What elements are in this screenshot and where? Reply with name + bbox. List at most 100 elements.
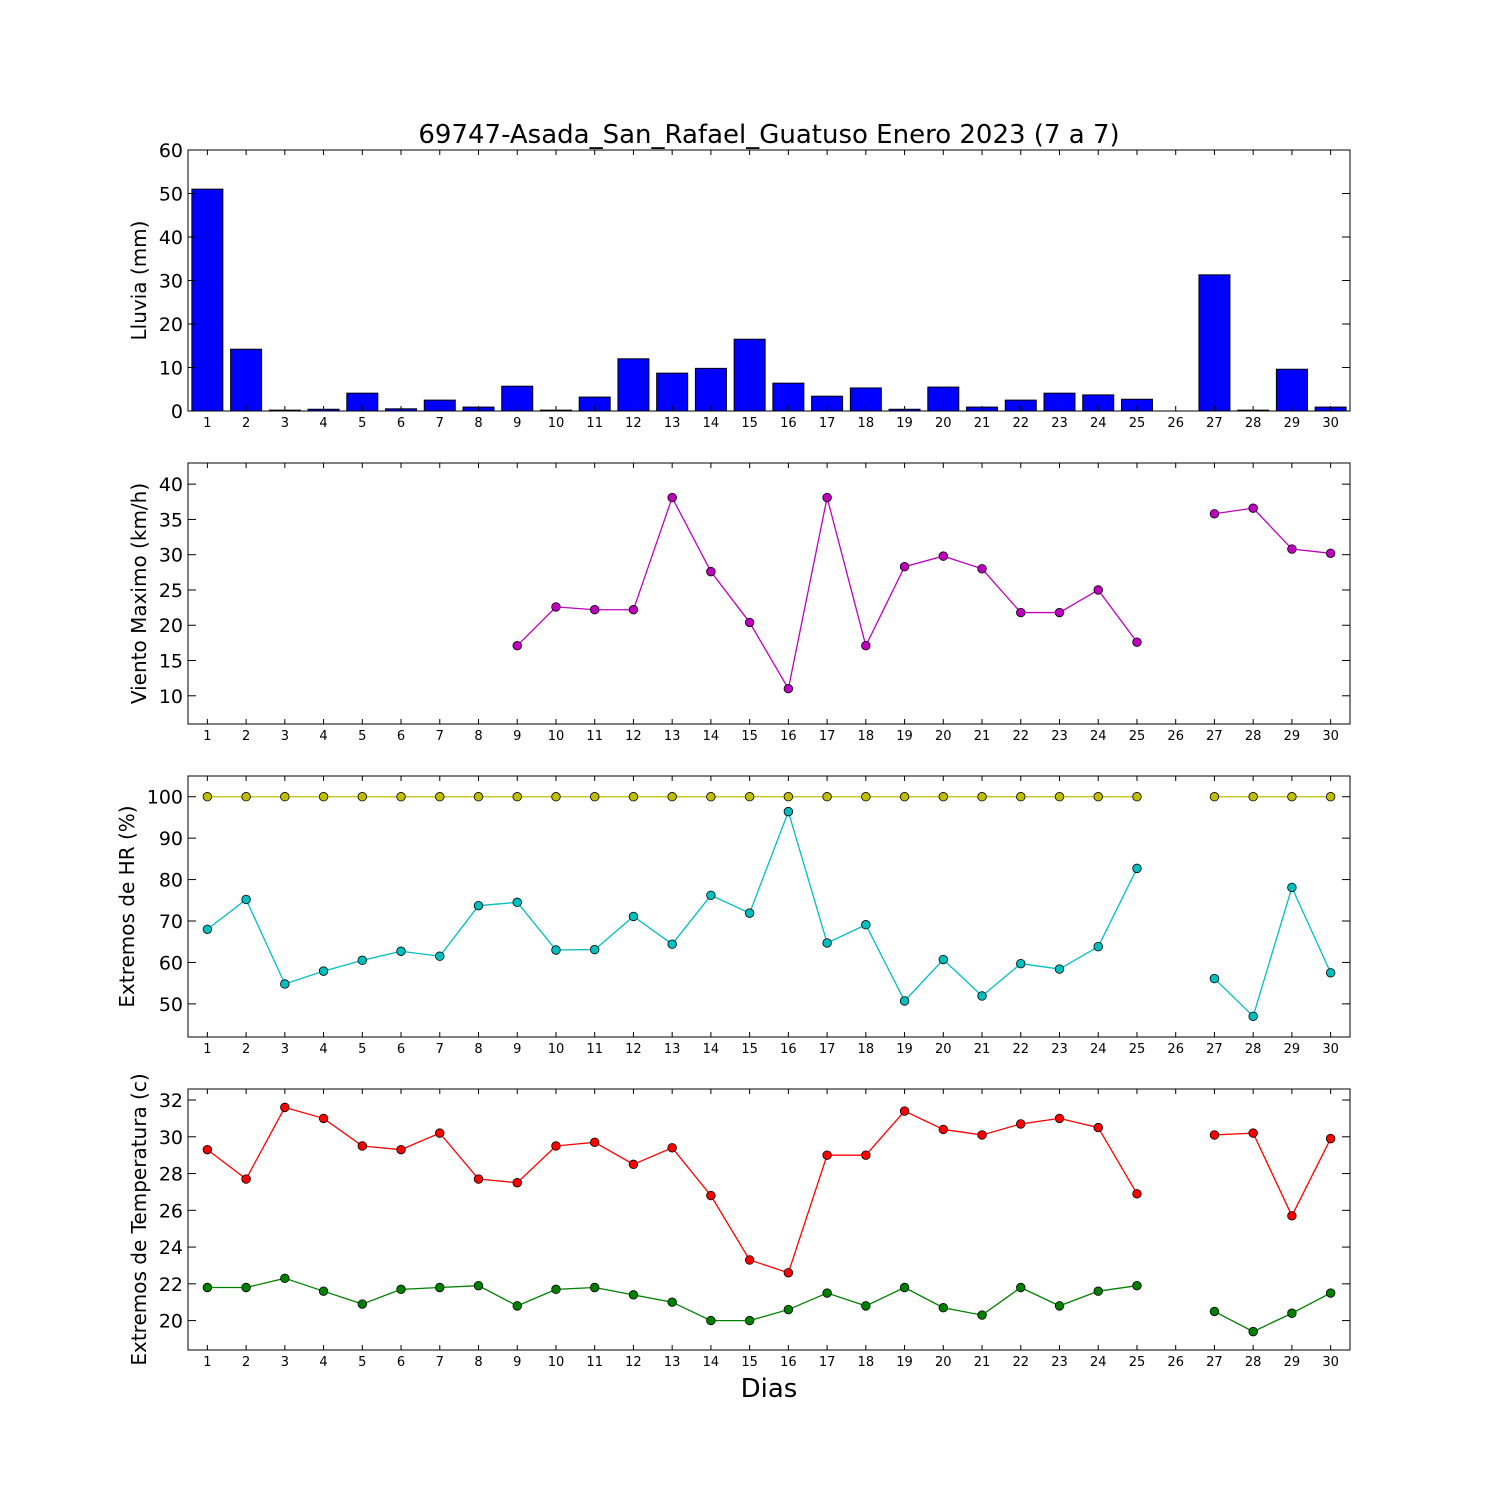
point-temp-0-day-16	[783, 1268, 794, 1278]
xtick-label-lluvia-25: 25	[1129, 416, 1146, 431]
xtick-label-hr-27: 27	[1206, 1042, 1223, 1057]
ytick-label-hr-100: 100	[147, 787, 183, 809]
point-hr-1-day-22	[1016, 958, 1026, 969]
xtick-label-viento-19: 19	[896, 729, 913, 744]
point-temp-1-day-24	[1093, 1286, 1103, 1296]
point-hr-0-day-19	[899, 792, 910, 802]
point-temp-0-day-27	[1209, 1130, 1220, 1140]
ytick-label-lluvia-10: 10	[159, 358, 183, 380]
xtick-label-viento-11: 11	[586, 729, 603, 744]
xtick-label-lluvia-28: 28	[1245, 416, 1262, 431]
point-hr-0-day-29	[1287, 792, 1297, 802]
line-temp-1-segment-1	[1214, 1292, 1331, 1333]
point-hr-1-day-24	[1093, 941, 1103, 952]
point-viento-0-day-27	[1209, 509, 1220, 519]
series-temp-1	[202, 1273, 1336, 1337]
point-hr-0-day-1	[202, 792, 213, 802]
point-hr-1-day-1	[202, 924, 213, 934]
xtick-label-hr-28: 28	[1245, 1042, 1262, 1057]
line-viento-0-segment-0	[516, 495, 1138, 691]
point-temp-0-day-17	[822, 1150, 832, 1160]
point-hr-0-day-11	[590, 792, 600, 802]
xtick-label-lluvia-13: 13	[664, 416, 681, 431]
point-viento-0-day-23	[1054, 607, 1065, 618]
xtick-label-temp-4: 4	[319, 1355, 327, 1370]
xtick-label-temp-27: 27	[1206, 1355, 1223, 1370]
point-temp-1-day-30	[1325, 1288, 1336, 1298]
panel-viento: 1 2 3 4 5 6 7 8 9 10 11 12 13 14 15 16 17 18 19 20 21 22 23 24 2…	[127, 462, 1351, 744]
xtick-label-viento-1: 1	[203, 729, 211, 744]
xtick-label-temp-11: 11	[586, 1355, 603, 1370]
xtick-label-temp-7: 7	[436, 1355, 444, 1370]
xtick-label-temp-10: 10	[548, 1355, 565, 1370]
xtick-label-viento-29: 29	[1284, 729, 1301, 744]
point-hr-1-day-6	[396, 946, 406, 956]
axes-frame-lluvia	[187, 149, 1351, 412]
point-hr-0-day-25	[1132, 792, 1142, 802]
ytick-label-lluvia-60: 60	[159, 140, 183, 162]
xtick-label-hr-9: 9	[513, 1042, 521, 1057]
point-temp-0-day-22	[1016, 1119, 1026, 1129]
point-temp-0-day-7	[435, 1128, 445, 1138]
point-hr-0-day-30	[1325, 792, 1336, 802]
point-viento-0-day-29	[1287, 544, 1297, 554]
point-temp-0-day-4	[318, 1113, 329, 1124]
point-temp-1-day-9	[512, 1301, 522, 1311]
ytick-label-hr-90: 90	[159, 828, 183, 850]
point-hr-0-day-7	[435, 792, 445, 802]
point-hr-1-day-16	[783, 806, 794, 817]
point-viento-0-day-13	[667, 492, 677, 503]
xtick-label-temp-22: 22	[1012, 1355, 1029, 1370]
point-hr-0-day-10	[551, 792, 561, 802]
xtick-label-lluvia-29: 29	[1284, 416, 1301, 431]
point-temp-1-day-5	[357, 1299, 368, 1309]
xtick-label-lluvia-4: 4	[319, 416, 327, 431]
ytick-label-lluvia-30: 30	[159, 271, 183, 293]
xtick-label-lluvia-24: 24	[1090, 416, 1107, 431]
point-temp-0-day-2	[241, 1174, 251, 1184]
ylabel-temp: Extremos de Temperatura (c)	[127, 1073, 151, 1365]
point-temp-0-day-8	[473, 1174, 484, 1184]
xtick-label-temp-2: 2	[242, 1355, 250, 1370]
xtick-label-lluvia-2: 2	[242, 416, 250, 431]
point-hr-1-day-12	[628, 911, 639, 922]
xtick-label-viento-2: 2	[242, 729, 250, 744]
point-hr-1-day-8	[473, 900, 484, 911]
ytick-label-hr-50: 50	[159, 994, 183, 1016]
bar-lluvia-day-13	[656, 372, 689, 412]
point-hr-0-day-3	[280, 792, 290, 802]
point-hr-1-day-19	[899, 996, 910, 1006]
xtick-label-hr-21: 21	[974, 1042, 991, 1057]
xtick-label-lluvia-30: 30	[1322, 416, 1339, 431]
point-hr-0-day-21	[977, 792, 987, 802]
ytick-label-lluvia-0: 0	[171, 401, 183, 423]
point-hr-1-day-28	[1248, 1011, 1258, 1021]
point-hr-0-day-16	[783, 792, 794, 802]
xtick-label-hr-30: 30	[1322, 1042, 1339, 1057]
xtick-label-hr-25: 25	[1129, 1042, 1146, 1057]
xtick-label-temp-17: 17	[819, 1355, 836, 1370]
point-viento-0-day-28	[1248, 503, 1258, 513]
xtick-label-viento-14: 14	[703, 729, 720, 744]
xtick-label-lluvia-19: 19	[896, 416, 913, 431]
point-temp-1-day-7	[435, 1282, 445, 1293]
point-hr-1-day-10	[551, 945, 561, 955]
point-hr-0-day-24	[1093, 792, 1103, 802]
point-viento-0-day-16	[783, 684, 794, 694]
bar-lluvia-day-29	[1275, 368, 1308, 412]
bar-lluvia-day-27	[1198, 274, 1231, 412]
xtick-label-viento-26: 26	[1167, 729, 1184, 744]
xtick-label-temp-19: 19	[896, 1355, 913, 1370]
xtick-label-lluvia-7: 7	[436, 416, 444, 431]
point-temp-0-day-19	[899, 1106, 910, 1116]
ytick-label-temp-26: 26	[159, 1200, 183, 1222]
point-hr-1-day-29	[1287, 882, 1297, 893]
xtick-label-viento-21: 21	[974, 729, 991, 744]
point-hr-1-day-13	[667, 939, 677, 949]
point-viento-0-day-12	[628, 605, 639, 615]
xtick-label-temp-16: 16	[780, 1355, 797, 1370]
ytick-label-lluvia-40: 40	[159, 227, 183, 249]
ylabel-viento: Viento Maximo (km/h)	[127, 483, 151, 704]
line-viento-0-segment-1	[1214, 507, 1331, 554]
xtick-label-hr-17: 17	[819, 1042, 836, 1057]
